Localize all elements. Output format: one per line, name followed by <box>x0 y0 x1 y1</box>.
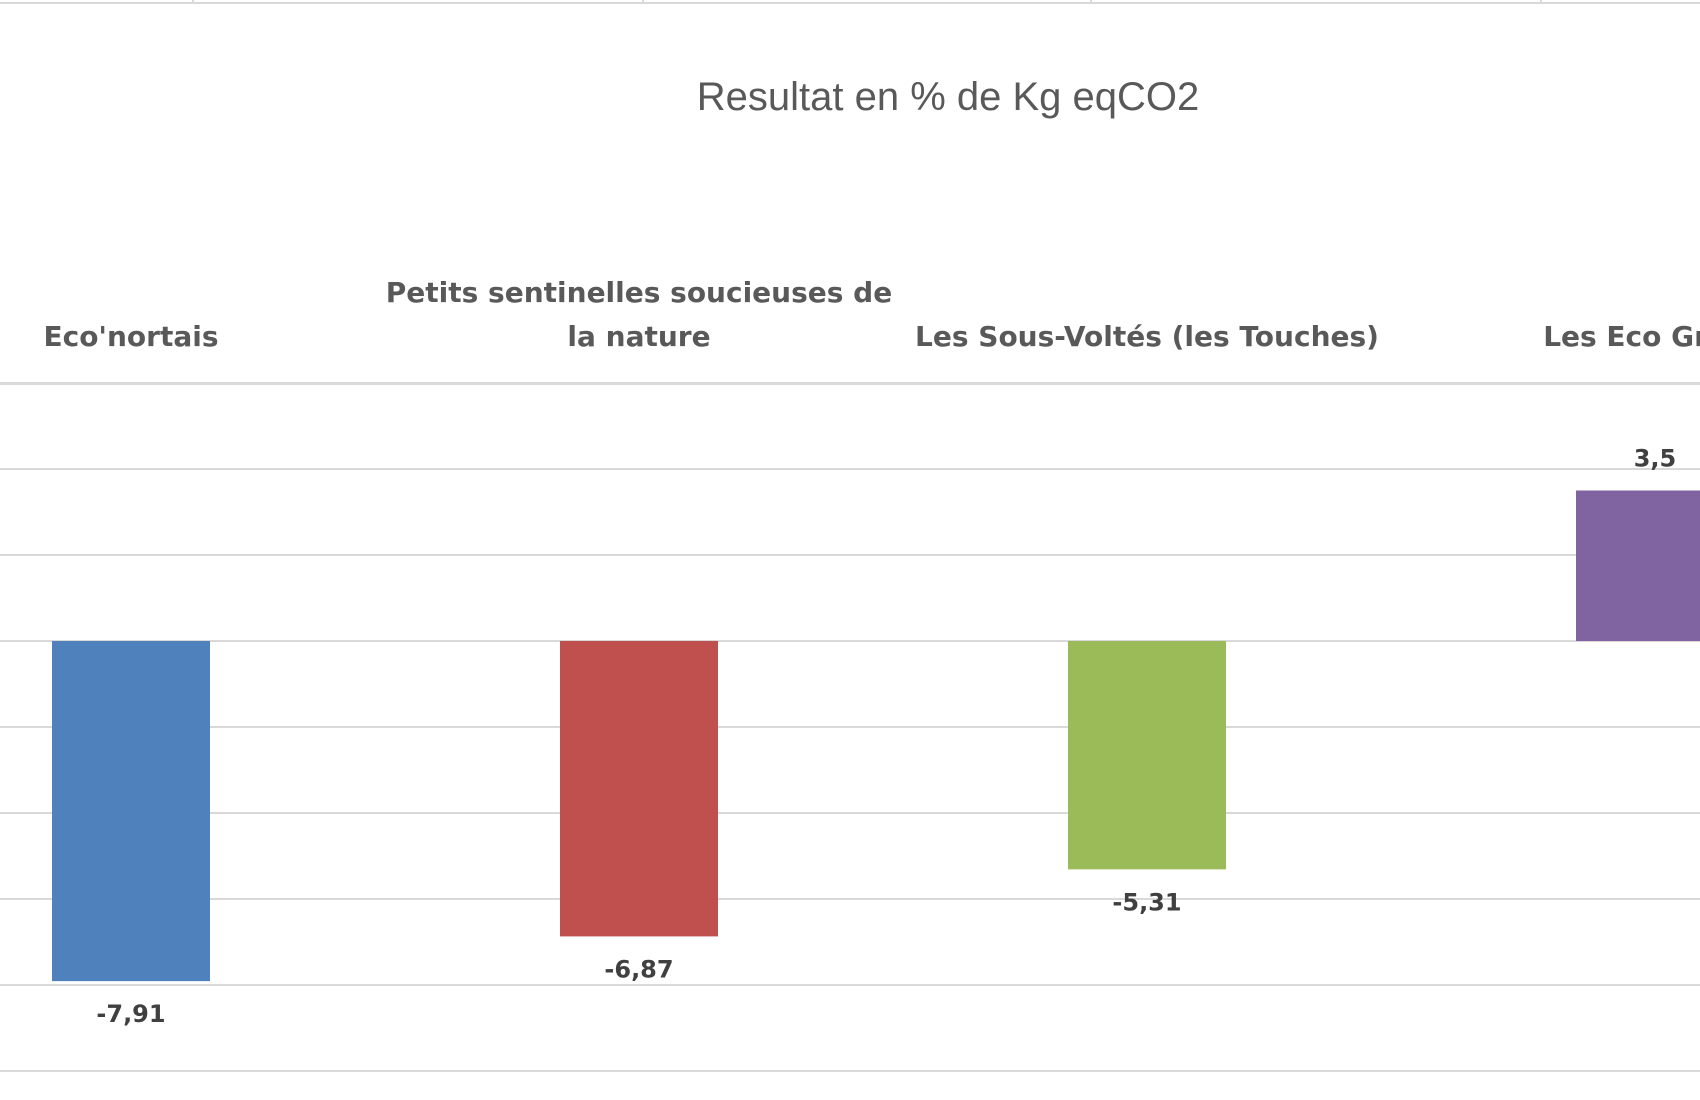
category-label: Petits sentinelles soucieuses de la natur… <box>386 276 892 353</box>
data-labels: -7,91 -6,87 -5,31 3,5 <box>96 445 1676 1029</box>
category-label-line: la nature <box>567 320 710 353</box>
category-label-line: Petits sentinelles soucieuses de <box>386 276 892 309</box>
category-label: Les Eco Grand <box>1543 320 1700 353</box>
data-label: -7,91 <box>96 1000 165 1028</box>
bar <box>1576 490 1700 641</box>
category-label-line: Eco'nortais <box>43 320 218 353</box>
category-label-line: Les Eco Grand <box>1543 320 1700 353</box>
category-label: Eco'nortais <box>43 320 218 353</box>
category-labels: Eco'nortais Petits sentinelles soucieuses… <box>43 276 1700 353</box>
category-label: Les Sous-Voltés (les Touches) <box>915 320 1379 353</box>
bars <box>52 490 1700 982</box>
bar <box>1068 641 1226 870</box>
chart-title: Resultat en % de Kg eqCO2 <box>697 75 1200 119</box>
data-label: -6,87 <box>604 955 673 983</box>
bar <box>52 641 210 982</box>
gridlines <box>0 382 1700 1072</box>
data-label: -5,31 <box>1112 888 1181 916</box>
data-label: 3,5 <box>1634 445 1677 473</box>
top-cell-borders <box>0 0 1700 4</box>
category-label-line: Les Sous-Voltés (les Touches) <box>915 320 1379 353</box>
bar <box>560 641 718 937</box>
